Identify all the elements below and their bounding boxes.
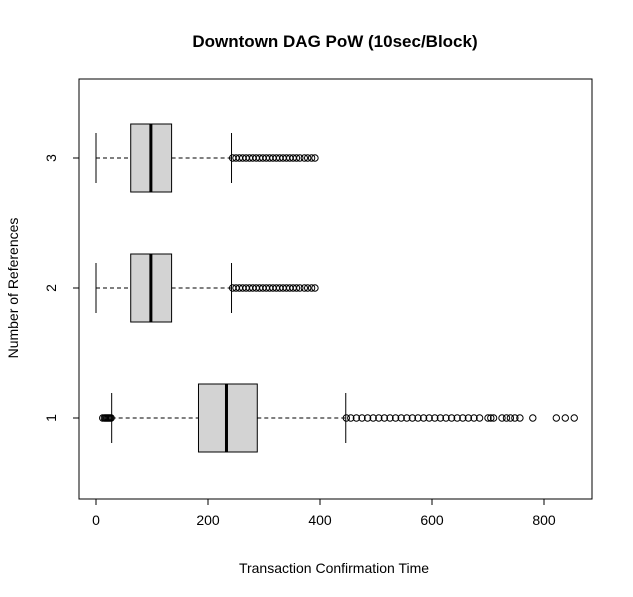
x-axis: 0 200 400 600 800	[92, 499, 556, 528]
outlier-point	[552, 414, 561, 422]
outlier-point	[470, 414, 478, 422]
outlier-point	[414, 414, 422, 422]
outlier-point	[489, 414, 498, 422]
outlier-point	[300, 284, 309, 292]
outlier-point	[403, 414, 411, 422]
outlier-point	[408, 414, 417, 422]
outlier-point	[380, 414, 389, 422]
outlier-point	[442, 414, 450, 422]
outlier-point	[352, 414, 361, 422]
outlier-point	[397, 414, 405, 422]
box-category-2	[95, 253, 319, 323]
x-axis-label: Transaction Confirmation Time	[239, 560, 429, 576]
outlier-point	[292, 154, 301, 162]
outlier-point	[307, 154, 316, 162]
outlier-point	[300, 154, 309, 162]
outlier-point	[296, 284, 304, 292]
plot-frame	[78, 78, 593, 500]
box-category-1	[99, 383, 578, 453]
boxes-group	[95, 123, 578, 453]
outlier-point	[292, 284, 301, 292]
y-tick-label: 3	[43, 154, 59, 162]
outlier-point	[436, 414, 445, 422]
outlier-point	[369, 414, 377, 422]
outlier-point	[311, 284, 319, 292]
outlier-point	[342, 414, 351, 422]
x-tick-label: 0	[92, 512, 100, 528]
outlier-point	[307, 284, 316, 292]
outlier-point	[347, 414, 355, 422]
outlier-point	[419, 414, 428, 422]
outlier-point	[459, 414, 467, 422]
outlier-point	[487, 414, 495, 422]
outlier-point	[570, 414, 578, 422]
x-tick-label: 400	[308, 512, 332, 528]
outlier-point	[484, 414, 492, 422]
box-category-3	[95, 123, 319, 193]
chart-title: Downtown DAG PoW (10sec/Block)	[192, 32, 477, 51]
outlier-point	[506, 414, 515, 422]
outlier-point	[358, 414, 366, 422]
outlier-point	[296, 154, 304, 162]
outlier-point	[561, 414, 569, 422]
outlier-point	[498, 414, 506, 422]
outlier-point	[391, 414, 400, 422]
outlier-point	[303, 284, 312, 292]
outlier-point	[431, 414, 439, 422]
outlier-point	[447, 414, 456, 422]
y-tick-label: 2	[43, 284, 59, 292]
outlier-point	[475, 414, 484, 422]
outlier-point	[511, 414, 519, 422]
outlier-point	[375, 414, 383, 422]
outlier-point	[107, 414, 115, 422]
outlier-point	[386, 414, 394, 422]
y-axis: 1 2 3	[43, 154, 79, 422]
outlier-point	[425, 414, 433, 422]
outlier-point	[529, 414, 537, 422]
x-tick-label: 800	[532, 512, 556, 528]
y-tick-label: 1	[43, 414, 59, 422]
outlier-point	[303, 154, 312, 162]
outlier-point	[363, 414, 372, 422]
outlier-point	[464, 414, 473, 422]
x-tick-label: 600	[420, 512, 444, 528]
outlier-point	[311, 154, 319, 162]
outlier-point	[502, 414, 511, 422]
outlier-point	[453, 414, 461, 422]
outlier-point	[516, 414, 524, 422]
x-tick-label: 200	[196, 512, 220, 528]
y-axis-label: Number of References	[5, 218, 21, 359]
